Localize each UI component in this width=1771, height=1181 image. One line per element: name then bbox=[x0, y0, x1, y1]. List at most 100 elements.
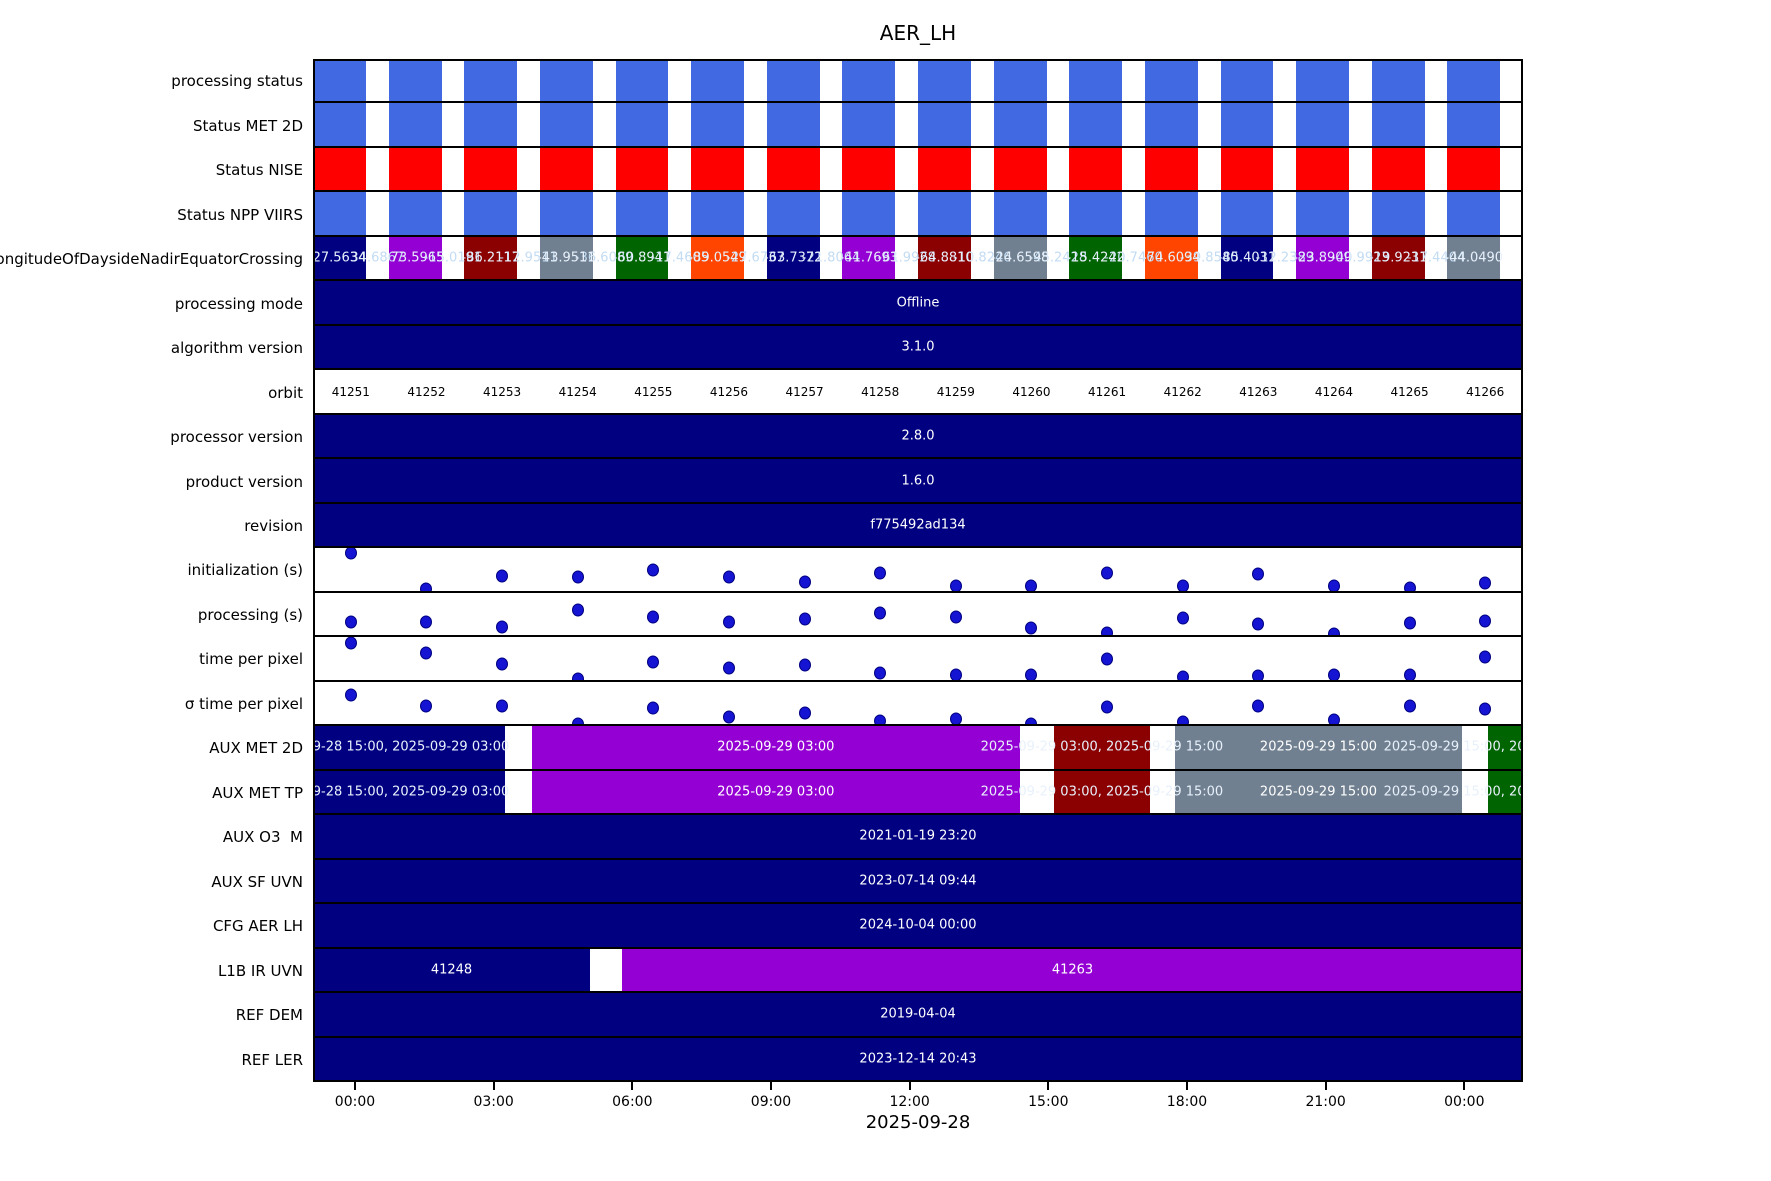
longitude-gap-value: -15.0191 bbox=[423, 250, 483, 266]
status-bar bbox=[1296, 147, 1350, 191]
longitude-value-label: -89.0549 bbox=[688, 250, 747, 266]
scatter-point bbox=[1479, 576, 1492, 590]
y-axis-label-text: AUX MET 2D bbox=[209, 739, 303, 758]
full-width-bar bbox=[313, 859, 1523, 903]
status-bar bbox=[691, 192, 745, 235]
orbit-number: 41264 bbox=[1314, 384, 1354, 399]
status-bar bbox=[1447, 147, 1501, 191]
scatter-point bbox=[344, 615, 357, 629]
row-scatter bbox=[313, 681, 1523, 727]
scatter-point bbox=[647, 655, 660, 669]
status-bar bbox=[691, 147, 745, 191]
scatter-point bbox=[1327, 579, 1340, 591]
status-bar bbox=[1069, 59, 1123, 102]
orbit-number: 41263 bbox=[1239, 384, 1278, 399]
row-label-initialization-s-: initialization (s) bbox=[0, 548, 311, 592]
scatter-point bbox=[1252, 567, 1265, 581]
longitude-value-bar bbox=[1069, 236, 1123, 280]
status-bar bbox=[1447, 59, 1501, 102]
longitude-value-label: -19.9231 bbox=[1368, 250, 1428, 266]
orbit-number: 41259 bbox=[936, 384, 975, 399]
y-axis-label-text: AUX O3 M bbox=[222, 828, 303, 847]
longitude-gap-value: -36.6089 bbox=[574, 250, 634, 266]
longitude-value-label: -85.4031 bbox=[1217, 250, 1277, 266]
row-scatter bbox=[313, 637, 1523, 682]
status-bar bbox=[1069, 192, 1123, 235]
row-label--time-per-pixel: σ time per pixel bbox=[0, 682, 311, 726]
longitude-value-label: -74.6094 bbox=[1142, 250, 1201, 266]
x-tick-label: 18:00 bbox=[1166, 1094, 1208, 1110]
time-segment bbox=[622, 948, 1523, 992]
y-axis-label-text: LongitudeOfDaysideNadirEquatorCrossing bbox=[0, 250, 303, 269]
scatter-point bbox=[1403, 699, 1416, 713]
scatter-point bbox=[1479, 702, 1492, 716]
y-axis-label-text: processing (s) bbox=[197, 605, 303, 624]
longitude-gap-value: -61.9928 bbox=[877, 250, 936, 266]
status-bar bbox=[1144, 147, 1198, 191]
scatter-point bbox=[571, 603, 584, 617]
row-label-algorithm-version: algorithm version bbox=[0, 326, 311, 370]
status-bar bbox=[842, 147, 896, 191]
time-segment bbox=[313, 770, 506, 814]
row-scatter bbox=[313, 548, 1523, 593]
status-bar bbox=[1447, 192, 1501, 235]
status-bar bbox=[313, 103, 366, 146]
row-value_bars: 34.6867 -15.0191 -12.9511 -36.6089 -17.4605-… bbox=[313, 236, 1523, 282]
x-tick-label: 03:00 bbox=[473, 1094, 514, 1110]
scatter-point bbox=[647, 563, 660, 577]
y-axis-label-text: REF DEM bbox=[235, 1006, 303, 1025]
longitude-gap-value: -45.2428 bbox=[1028, 250, 1088, 266]
status-bar bbox=[313, 59, 366, 102]
longitude-value-bar bbox=[313, 236, 366, 280]
x-tick-label: 00:00 bbox=[1444, 1094, 1485, 1110]
status-bar bbox=[993, 147, 1047, 191]
y-axis-label-text: processing status bbox=[171, 72, 303, 91]
row-segments: 2025-09-28 15:00, 2025-09-29 03:00 2025-0… bbox=[313, 770, 1523, 816]
status-bar bbox=[313, 147, 366, 191]
time-segment bbox=[313, 948, 591, 992]
scatter-point bbox=[420, 582, 433, 591]
longitude-value-label: -86.2117 bbox=[461, 250, 520, 266]
scatter-point bbox=[1403, 616, 1416, 630]
row-full_bar: 2021-01-19 23:20 bbox=[313, 815, 1523, 860]
row-label-processing-status: processing status bbox=[0, 59, 311, 103]
row-label-time-per-pixel: time per pixel bbox=[0, 637, 311, 681]
status-bar bbox=[1220, 147, 1274, 191]
scatter-point bbox=[344, 637, 357, 650]
row-label-ref-ler: REF LER bbox=[0, 1038, 311, 1082]
status-bar bbox=[313, 192, 366, 235]
longitude-gap-value: -27.6737 bbox=[726, 250, 785, 266]
status-bar bbox=[1371, 103, 1425, 146]
longitude-value-label: -43.9511 bbox=[537, 250, 596, 266]
row-label-aux-met-tp: AUX MET TP bbox=[0, 771, 311, 815]
status-bar bbox=[1296, 103, 1350, 146]
full-bar-value: Offline bbox=[896, 295, 940, 311]
longitude-value-bar bbox=[615, 236, 669, 280]
y-axis-label-text: CFG AER LH bbox=[212, 917, 303, 936]
row-full_bar: 3.1.0 bbox=[313, 325, 1523, 371]
row-label-status-met-2d: Status MET 2D bbox=[0, 103, 311, 147]
full-bar-value: 2024-10-04 00:00 bbox=[859, 917, 977, 933]
longitude-gap-value: -17.4605 bbox=[650, 250, 710, 266]
longitude-value-bar bbox=[1371, 236, 1425, 280]
x-tick-mark bbox=[908, 1082, 911, 1090]
longitude-gap-value: -10.8246 bbox=[953, 250, 1012, 266]
y-axis-label-text: AUX MET TP bbox=[212, 783, 303, 802]
longitude-value-bar bbox=[1296, 236, 1350, 280]
scatter-point bbox=[874, 606, 887, 620]
status-bar bbox=[539, 192, 593, 235]
status-bar bbox=[1447, 103, 1501, 146]
time-segment bbox=[532, 770, 1020, 814]
longitude-value-label: -73.5965 bbox=[385, 250, 445, 266]
status-bar bbox=[615, 103, 669, 146]
row-orbit_bars bbox=[313, 192, 1523, 237]
orbit-number: 41254 bbox=[558, 384, 597, 399]
scatter-point bbox=[722, 661, 735, 675]
status-bar bbox=[1220, 59, 1274, 102]
scatter-point bbox=[1327, 713, 1340, 725]
orbit-number: 41256 bbox=[709, 384, 749, 399]
segment-value-label: 2025-09-28 15:00, 2025-09-29 03:00 bbox=[313, 784, 510, 800]
segment-value-label: 2025-09-29 03:00 bbox=[717, 784, 835, 800]
status-bar bbox=[842, 59, 896, 102]
scatter-point bbox=[798, 575, 811, 589]
